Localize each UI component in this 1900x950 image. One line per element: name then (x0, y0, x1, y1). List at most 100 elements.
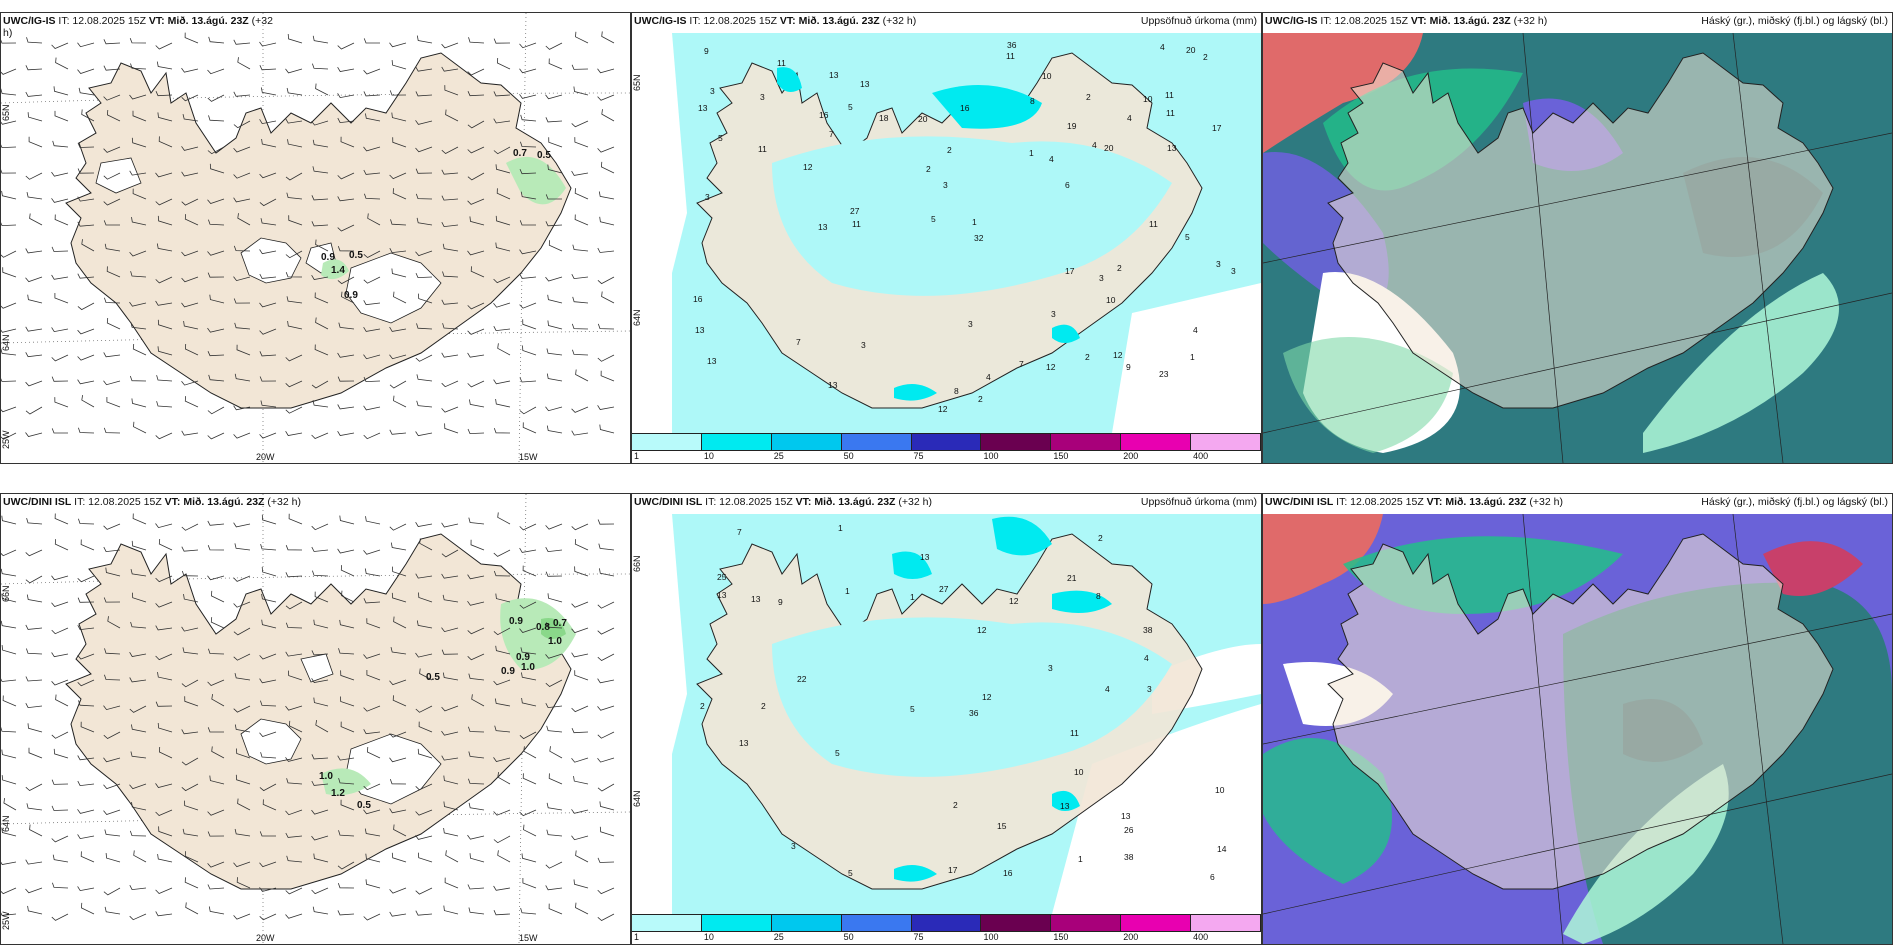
wind-barb (103, 427, 121, 434)
wind-barb (132, 343, 147, 356)
wind-barb (523, 824, 537, 837)
wind-barb (337, 376, 355, 382)
wind-barb (103, 146, 121, 153)
wind-barb (337, 910, 355, 916)
wind-barb (495, 215, 511, 226)
wind-barb (285, 601, 303, 610)
precip-value: 0.8 (536, 622, 550, 633)
wind-barb (156, 375, 173, 382)
wind-barb (441, 573, 459, 579)
precip-value: 13 (739, 738, 749, 748)
precip-value: 3 (968, 319, 973, 329)
wind-barb (493, 570, 511, 577)
wind-barb (571, 705, 589, 713)
wind-barb (181, 570, 199, 577)
wind-barb (572, 244, 589, 252)
precip-value: 23 (1159, 369, 1169, 379)
wind-barb (1, 328, 17, 333)
wind-barb (233, 522, 251, 528)
precip-value: 36 (969, 708, 979, 718)
wind-barb (391, 112, 407, 122)
wind-barb (444, 85, 459, 96)
lon-label-20w: 20W (256, 452, 275, 462)
wind-barb (26, 594, 43, 603)
wind-barb (313, 853, 329, 863)
wind-barb (77, 755, 95, 761)
wind-barb (51, 913, 69, 921)
wind-barb (520, 114, 537, 122)
wind-barb (519, 547, 537, 553)
wind-barb (367, 213, 381, 226)
colorbar-swatch (841, 433, 912, 451)
wind-barb (103, 597, 121, 603)
colorbar-tick: 150 (1053, 451, 1069, 461)
wind-barb (208, 219, 225, 226)
precip-values: 1226253817271621221313121113148101315101… (700, 523, 1227, 882)
wind-barb (285, 651, 303, 657)
wind-barb (441, 649, 459, 655)
wind-barb (285, 430, 303, 436)
wind-barb (285, 913, 303, 919)
wind-barb (130, 621, 147, 629)
wind-barb (2, 695, 17, 707)
precip-value: 13 (818, 222, 828, 232)
precip-value: 8 (1096, 591, 1101, 601)
wind-barb (51, 171, 69, 177)
precip-value: 13 (707, 356, 717, 366)
wind-barb (155, 625, 173, 631)
wind-barb (207, 545, 225, 551)
colorbar-tick: 100 (983, 932, 999, 942)
wind-barb (259, 65, 277, 71)
wind-barb (389, 172, 407, 180)
wind-barb (337, 352, 355, 358)
wind-barb (259, 172, 277, 179)
wind-barb (27, 294, 43, 304)
wind-barb (51, 627, 69, 635)
wind-barb (547, 593, 563, 603)
wind-barb (392, 137, 407, 148)
wind-barb (209, 294, 225, 304)
wind-barb (78, 427, 95, 434)
wind-barb (181, 626, 199, 632)
wind-barb (181, 276, 199, 283)
wind-barb (25, 406, 43, 415)
wind-barb (105, 853, 121, 863)
wind-barb (260, 87, 277, 96)
wind-barb (130, 569, 147, 577)
wind-barb (285, 406, 303, 414)
wind-barb (25, 859, 43, 865)
wind-barb (314, 591, 329, 603)
precip-value: 4 (1049, 154, 1054, 164)
wind-barb (261, 619, 277, 629)
wind-barb (54, 293, 69, 304)
wind-barb (285, 809, 303, 816)
lat-label: 66N (632, 555, 642, 572)
wind-barb (51, 376, 69, 382)
wind-barb (597, 678, 615, 684)
wind-barb (106, 109, 121, 122)
wind-barb (419, 668, 433, 681)
wind-barb (155, 42, 173, 50)
precip-value: 19 (1067, 121, 1077, 131)
wind-barb (389, 429, 407, 435)
wind-barb (312, 906, 329, 915)
wind-barb (389, 90, 407, 96)
lat-label: 64N (632, 790, 642, 807)
wind-barb (441, 66, 459, 72)
wind-barb (547, 294, 563, 304)
wind-barb (1, 68, 17, 75)
wind-barb (81, 239, 95, 252)
wind-barb (52, 854, 69, 863)
wind-barb (467, 302, 485, 310)
wind-barb (571, 727, 589, 734)
wind-barb (25, 783, 43, 791)
wind-barb (207, 250, 225, 256)
wind-barb (261, 138, 277, 148)
wind-barb (597, 323, 615, 330)
colorbar-swatch (911, 433, 982, 451)
wind-barb (207, 575, 225, 581)
precip-value: 16 (1003, 868, 1013, 878)
wind-barb (312, 400, 329, 408)
wind-barb (363, 405, 381, 411)
wind-barb (181, 146, 199, 151)
